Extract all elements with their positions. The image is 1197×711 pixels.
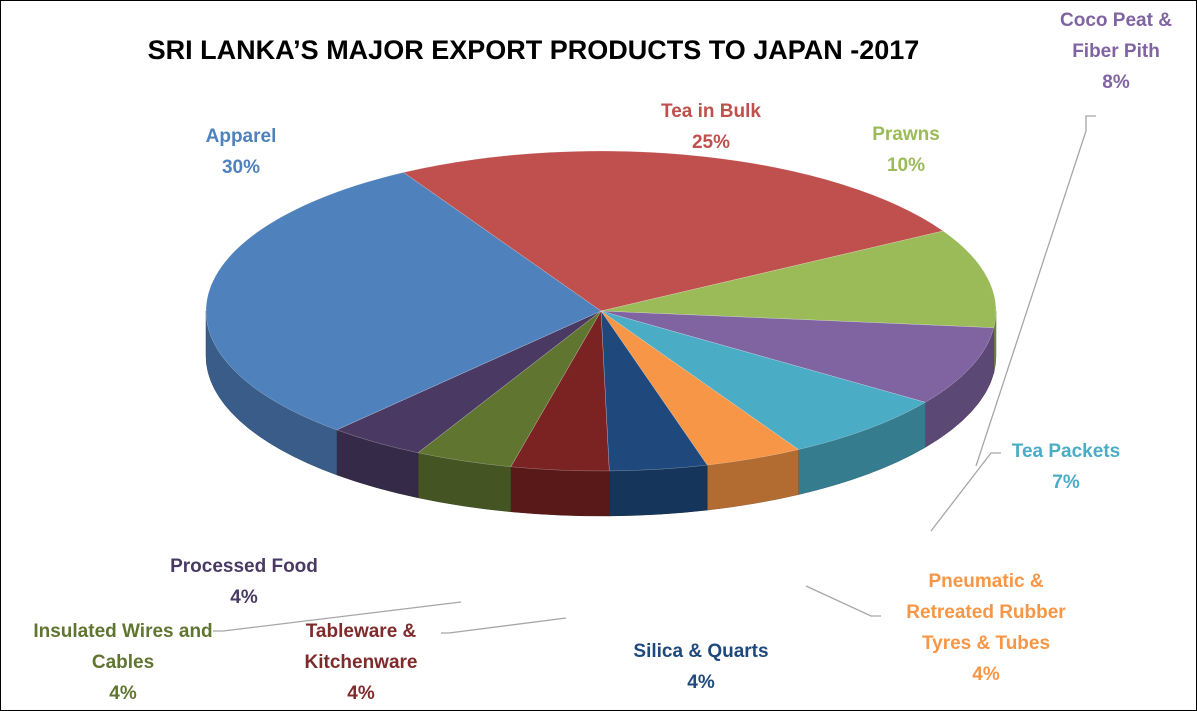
label-value: 10% [886,155,926,176]
slice-top [403,150,944,312]
data-label: Tableware & Kitchenware 4% [286,616,436,709]
data-label: Apparel 30% [181,121,301,183]
chart-title: SRI LANKA’S MAJOR EXPORT PRODUCTS TO JAP… [147,35,920,65]
data-label: Processed Food 4% [144,551,344,613]
data-label: Silica & Quarts 4% [611,636,791,698]
leader-line [930,452,1001,532]
data-label: Tea Packets 7% [996,436,1136,498]
leader-lines [213,115,1096,634]
label-name: Tea in Bulk [661,101,761,122]
leader-line [441,617,567,634]
data-label: Coco Peat & Fiber Pith 8% [1046,5,1186,98]
slice [600,310,708,517]
label-name: Pneumatic & Retreated Rubber Tyres & Tub… [906,571,1066,654]
data-label: Insulated Wires and Cables 4% [31,616,216,709]
leader-line [213,601,462,632]
label-value: 4% [230,587,258,608]
slice-top [600,230,997,328]
label-value: 30% [221,157,261,178]
label-value: 4% [347,683,375,704]
slice-top [600,310,995,403]
label-value: 25% [691,132,731,153]
label-value: 4% [687,672,715,693]
label-value: 4% [972,664,1000,685]
slice-top [205,172,602,431]
slice-side [510,466,610,517]
slice [510,310,610,517]
leader-line [805,585,881,617]
label-value: 4% [109,683,137,704]
data-label: Prawns 10% [846,119,966,181]
label-name: Apparel [205,126,277,147]
label-name: Silica & Quarts [633,641,769,662]
label-name: Insulated Wires and Cables [33,621,213,673]
label-name: Processed Food [170,556,318,577]
data-label: Tea in Bulk 25% [611,96,811,158]
data-label: Pneumatic & Retreated Rubber Tyres & Tub… [891,566,1081,690]
label-name: Tea Packets [1011,441,1121,462]
label-value: 7% [1052,472,1080,493]
label-name: Coco Peat & Fiber Pith [1060,10,1172,62]
slice [205,172,602,476]
label-name: Prawns [872,124,940,145]
label-value: 8% [1102,72,1130,93]
slice-top [600,310,926,450]
leader-line [975,115,1096,467]
slice-side [609,464,708,517]
slice [600,230,997,373]
slice [417,310,602,513]
label-name: Tableware & Kitchenware [304,621,418,673]
slice [403,150,944,312]
